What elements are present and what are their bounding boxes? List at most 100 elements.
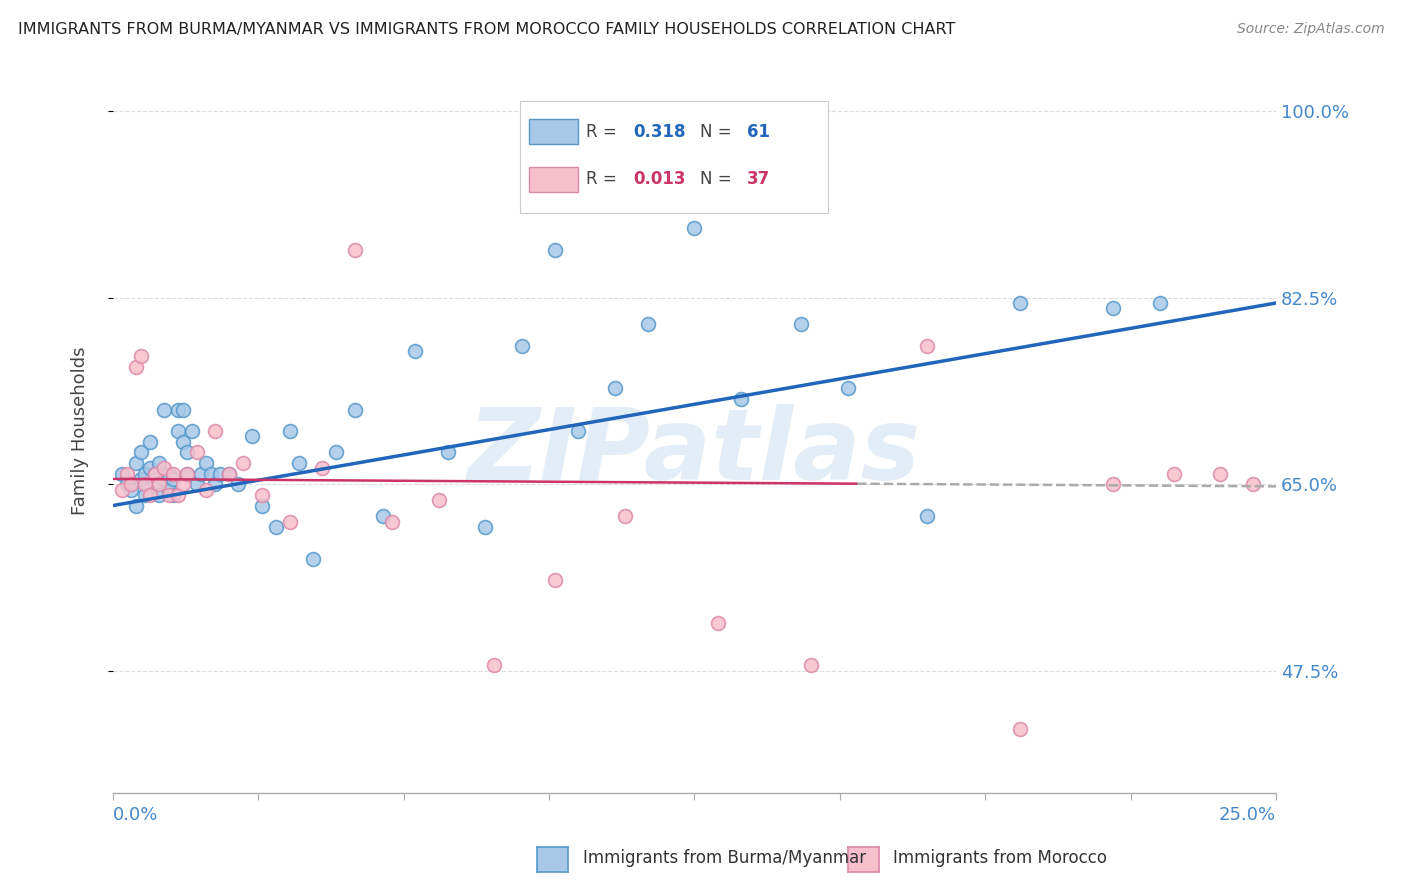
Point — [157, 488, 180, 502]
Point — [162, 472, 184, 486]
Point — [250, 499, 273, 513]
Point — [381, 515, 404, 529]
Point — [915, 509, 938, 524]
Point — [125, 359, 148, 374]
Point — [148, 488, 170, 502]
Point — [153, 402, 176, 417]
Point — [242, 429, 264, 443]
Point — [172, 402, 194, 417]
Point — [153, 461, 176, 475]
Point — [343, 243, 366, 257]
Point — [264, 520, 287, 534]
Point — [228, 477, 250, 491]
Point — [204, 424, 226, 438]
Text: N =: N = — [700, 122, 737, 141]
Point — [484, 658, 506, 673]
Point — [134, 467, 156, 481]
Point — [129, 472, 152, 486]
Point — [343, 402, 366, 417]
Text: 0.0%: 0.0% — [112, 806, 159, 824]
Text: 0.318: 0.318 — [633, 122, 685, 141]
Point — [194, 456, 217, 470]
Point — [120, 477, 142, 491]
Text: ZIPatlas: ZIPatlas — [468, 404, 921, 501]
Point — [1209, 467, 1232, 481]
FancyBboxPatch shape — [529, 167, 578, 192]
Point — [148, 477, 170, 491]
Point — [172, 477, 194, 491]
Text: 25.0%: 25.0% — [1219, 806, 1277, 824]
Point — [181, 424, 204, 438]
Point — [437, 445, 460, 459]
Point — [194, 483, 217, 497]
Point — [706, 615, 728, 630]
Text: Immigrants from Burma/Myanmar: Immigrants from Burma/Myanmar — [583, 849, 866, 867]
Point — [143, 467, 166, 481]
Point — [139, 434, 162, 449]
Point — [167, 402, 190, 417]
Point — [148, 456, 170, 470]
Point — [371, 509, 394, 524]
Point — [143, 477, 166, 491]
Point — [1102, 477, 1125, 491]
Point — [1102, 301, 1125, 316]
Point — [167, 488, 190, 502]
FancyBboxPatch shape — [529, 120, 578, 144]
Point — [125, 499, 148, 513]
Point — [427, 493, 450, 508]
Text: 37: 37 — [747, 170, 770, 188]
Point — [134, 477, 156, 491]
Point — [139, 488, 162, 502]
Point — [1010, 296, 1032, 310]
Point — [129, 445, 152, 459]
Point — [325, 445, 347, 459]
Point — [730, 392, 752, 406]
Point — [544, 243, 567, 257]
Point — [139, 461, 162, 475]
Point — [134, 488, 156, 502]
Point — [683, 221, 706, 235]
Point — [250, 488, 273, 502]
Point — [176, 467, 198, 481]
Point — [1010, 723, 1032, 737]
Point — [288, 456, 311, 470]
Point — [837, 381, 859, 395]
Text: Source: ZipAtlas.com: Source: ZipAtlas.com — [1237, 22, 1385, 37]
FancyBboxPatch shape — [520, 101, 828, 213]
Point — [125, 456, 148, 470]
Text: N =: N = — [700, 170, 737, 188]
Point — [204, 477, 226, 491]
Point — [1163, 467, 1185, 481]
Point — [790, 318, 813, 332]
Point — [162, 467, 184, 481]
Point — [167, 424, 190, 438]
Point — [278, 515, 301, 529]
Text: 61: 61 — [747, 122, 769, 141]
Point — [208, 467, 231, 481]
Point — [186, 477, 208, 491]
Point — [1149, 296, 1171, 310]
Point — [200, 467, 222, 481]
Point — [311, 461, 333, 475]
Point — [176, 467, 198, 481]
Point — [172, 434, 194, 449]
Point — [474, 520, 496, 534]
Point — [143, 467, 166, 481]
Point — [120, 483, 142, 497]
Point — [115, 477, 138, 491]
Point — [218, 467, 240, 481]
Point — [115, 467, 138, 481]
Y-axis label: Family Households: Family Households — [72, 347, 89, 516]
Point — [111, 483, 134, 497]
Point — [190, 467, 212, 481]
Point — [186, 445, 208, 459]
Point — [157, 483, 180, 497]
Point — [278, 424, 301, 438]
Point — [162, 488, 184, 502]
Point — [302, 552, 325, 566]
Point — [637, 318, 659, 332]
Point — [1241, 477, 1264, 491]
Point — [176, 445, 198, 459]
Text: R =: R = — [586, 170, 623, 188]
Point — [567, 424, 589, 438]
